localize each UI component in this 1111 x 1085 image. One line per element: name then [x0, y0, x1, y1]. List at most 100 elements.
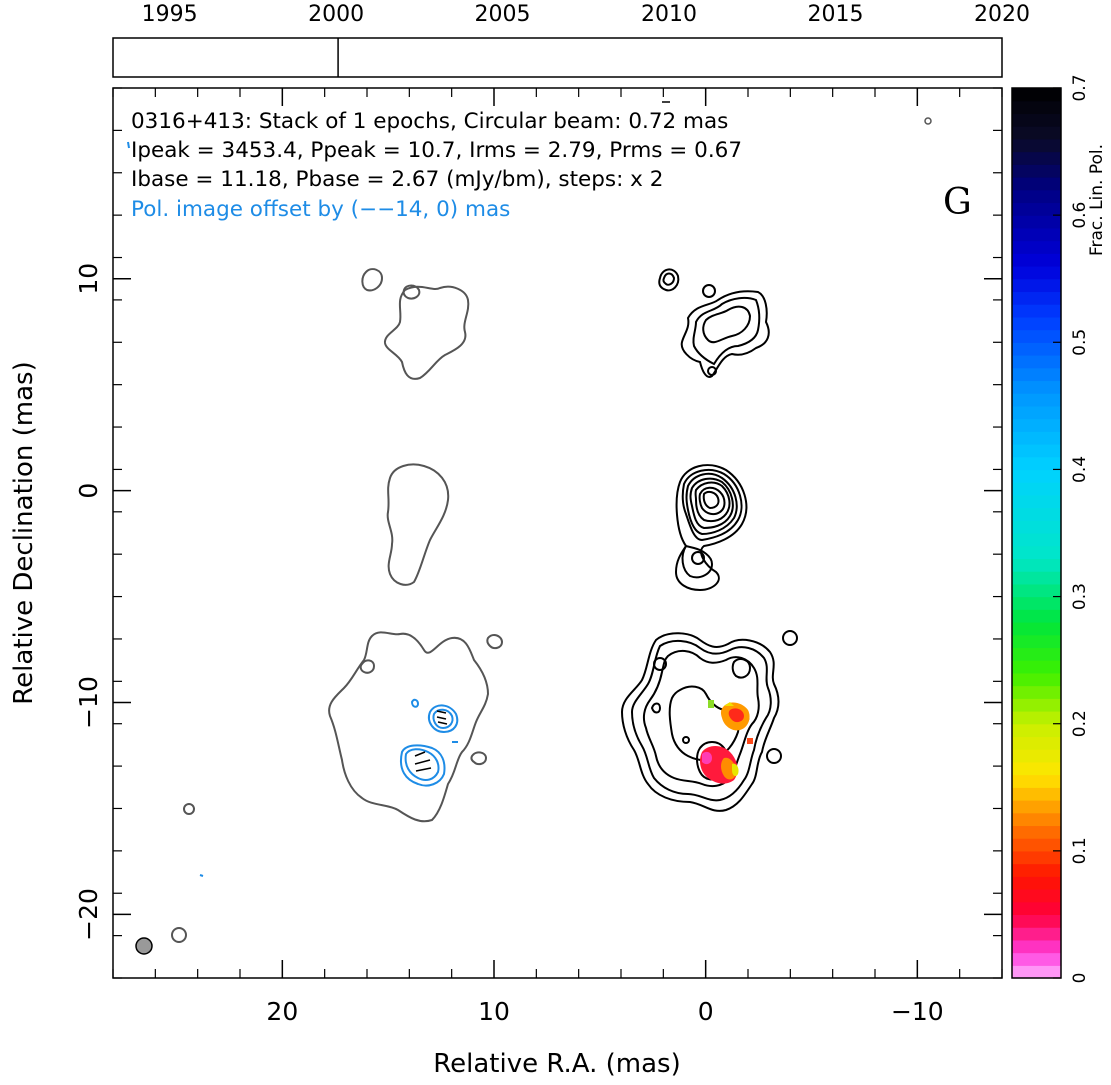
- timeline: 1995 2000 2005 2010 2015 2020: [112, 2, 1030, 78]
- frac-pol-region-2-magenta: [702, 751, 712, 765]
- blue-contour-tick: [199, 874, 204, 877]
- i-contour-core-6: [698, 486, 726, 516]
- colorbar-band: [1012, 876, 1061, 890]
- evpa-stick: [437, 721, 448, 725]
- colorbar-band: [1012, 825, 1061, 839]
- pol-contour-core: [386, 463, 450, 586]
- colorbar-band: [1012, 126, 1061, 140]
- i-contour-lower-blob: [653, 657, 667, 671]
- timeline-tick-label: 2015: [808, 2, 864, 27]
- timeline-frame: [112, 37, 1003, 78]
- colorbar-band: [1012, 672, 1061, 687]
- blue-contour-small: [410, 698, 420, 708]
- colorbar-band: [1012, 761, 1061, 776]
- x-tick-label: 20: [266, 997, 298, 1026]
- y-tick-label: 10: [74, 263, 103, 295]
- pol-contours-offset: [171, 268, 504, 943]
- i-contour-lower-hole: [731, 658, 752, 679]
- info-line-2: Ipeak = 3453.4, Ppeak = 10.7, Irms = 2.7…: [131, 138, 742, 163]
- info-line-4: Pol. image offset by (−−14, 0) mas: [131, 197, 510, 222]
- plot-area: 20 10 0 −10 10 0 −10 −20: [74, 87, 1003, 1026]
- panel-label: G: [943, 182, 972, 223]
- x-tick-label: −10: [891, 997, 944, 1026]
- colorbar: 0 0.1 0.2 0.3 0.4 0.5 0.6 0.7 Frac. Lin. Pol.: [1011, 74, 1107, 984]
- colorbar-band: [1012, 622, 1061, 636]
- colorbar-band: [1012, 253, 1061, 267]
- colorbar-band: [1012, 113, 1061, 127]
- colorbar-band: [1012, 558, 1061, 572]
- y-axis-ticks: 10 0 −10 −20: [74, 263, 1002, 941]
- colorbar-band: [1012, 520, 1061, 534]
- colorbar-band: [1012, 291, 1061, 305]
- i-contour-lower-2: [630, 640, 772, 802]
- beam-marker-small: [924, 117, 932, 125]
- i-contour-lower-1: [620, 632, 780, 812]
- evpa-stick: [415, 767, 432, 772]
- colorbar-band: [1012, 215, 1061, 229]
- frac-pol-pixels: [700, 700, 753, 784]
- frac-pol-region-1-edge: [724, 702, 734, 706]
- colorbar-band: [1012, 711, 1061, 725]
- colorbar-band: [1012, 533, 1061, 547]
- colorbar-band: [1012, 723, 1061, 738]
- pol-contour-beam-blob: [183, 803, 195, 815]
- x-axis-ticks: 20 10 0 −10: [266, 88, 944, 1026]
- y-tick-label: −20: [74, 888, 103, 941]
- colorbar-band: [1012, 812, 1061, 827]
- colorbar-band: [1012, 342, 1061, 356]
- blue-contour-1b: [432, 708, 454, 730]
- colorbar-band: [1012, 304, 1061, 318]
- colorbar-band: [1012, 393, 1061, 407]
- colorbar-band: [1012, 380, 1061, 394]
- pol-contour-lower-blob-2: [486, 634, 504, 650]
- y-axis-title: Relative Declination (mas): [9, 361, 39, 704]
- colorbar-band: [1012, 889, 1061, 903]
- i-contour-core-4: [689, 477, 734, 530]
- colorbar-band: [1012, 456, 1061, 471]
- colorbar-band: [1012, 164, 1061, 178]
- pol-contour-upper-blob-2: [402, 284, 421, 300]
- x-axis-title: Relative R.A. (mas): [433, 1049, 680, 1079]
- colorbar-tick-label: 0: [1070, 973, 1090, 984]
- i-contour-upper-blob-2: [707, 366, 717, 376]
- colorbar-band: [1012, 571, 1061, 585]
- colorbar-band: [1012, 469, 1061, 483]
- colorbar-band: [1012, 177, 1061, 191]
- colorbar-band: [1012, 266, 1061, 280]
- colorbar-band: [1012, 507, 1061, 521]
- colorbar-band: [1012, 736, 1061, 750]
- i-contour-upper-inner: [702, 305, 752, 344]
- pol-contour-lower-blob-3: [470, 751, 488, 766]
- pol-contour-lower: [328, 631, 490, 823]
- colorbar-tick-label: 0.1: [1070, 837, 1090, 864]
- colorbar-band: [1012, 800, 1061, 814]
- colorbar-band: [1012, 482, 1061, 496]
- i-contour-core-2: [681, 468, 743, 542]
- colorbar-band: [1012, 609, 1061, 623]
- x-tick-label: 10: [478, 997, 510, 1026]
- i-contour-core-7: [702, 490, 720, 510]
- colorbar-band: [1012, 431, 1061, 445]
- info-line-3: Ibase = 11.18, Pbase = 2.67 (mJy/bm), st…: [131, 167, 663, 192]
- y-tick-label: 0: [74, 483, 103, 499]
- plot-frame: [112, 87, 1003, 979]
- colorbar-band: [1012, 698, 1061, 712]
- colorbar-band: [1012, 227, 1061, 242]
- i-contour-lower-hole-2: [650, 702, 662, 714]
- i-contour-upper-blob: [702, 284, 716, 298]
- pol-contour-upper-blob: [361, 268, 384, 292]
- timeline-tick-label: 2000: [308, 2, 364, 27]
- pol-contour-beam-blob-2: [171, 927, 187, 943]
- timeline-tick-label: 2005: [475, 2, 531, 27]
- colorbar-band: [1012, 927, 1061, 941]
- blue-contour-1a: [428, 704, 459, 734]
- timeline-tick-label: 2010: [641, 2, 697, 27]
- pol-evpa-sticks: [414, 710, 448, 772]
- frac-pol-pixel-red: [747, 738, 753, 744]
- colorbar-band: [1012, 863, 1061, 877]
- frac-pol-region-2-edge: [732, 763, 739, 777]
- colorbar-band: [1012, 240, 1061, 254]
- colorbar-band: [1012, 100, 1061, 115]
- frac-pol-region-1-core: [728, 708, 744, 723]
- beam-ellipse: [135, 937, 153, 955]
